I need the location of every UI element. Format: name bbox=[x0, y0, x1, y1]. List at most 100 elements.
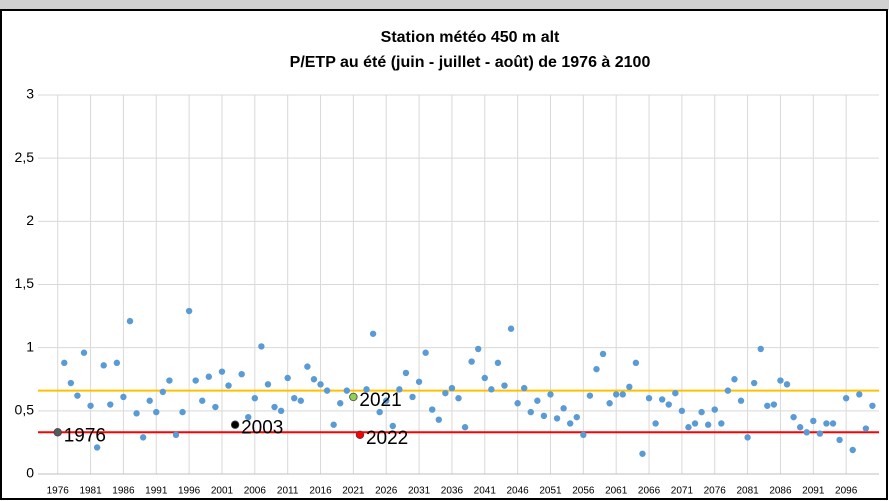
data-point bbox=[461, 424, 469, 431]
data-point bbox=[856, 391, 863, 398]
data-point bbox=[258, 343, 265, 350]
data-point bbox=[369, 330, 377, 337]
y-tick-label: 0,5 bbox=[15, 402, 35, 418]
x-tick-label: 2091 bbox=[802, 486, 825, 497]
x-tick-label: 2061 bbox=[605, 486, 628, 497]
data-point bbox=[606, 400, 613, 407]
data-point bbox=[120, 393, 127, 401]
data-point bbox=[172, 431, 180, 439]
data-point bbox=[61, 359, 68, 367]
x-tick-label: 1991 bbox=[145, 486, 168, 497]
highlight-point bbox=[355, 430, 365, 440]
data-point bbox=[455, 395, 462, 402]
annotation-label: 2022 bbox=[366, 428, 408, 449]
data-point bbox=[553, 415, 561, 422]
y-tick-label: 0 bbox=[26, 465, 34, 481]
data-point bbox=[501, 382, 508, 389]
data-point bbox=[363, 386, 370, 393]
data-point bbox=[783, 381, 791, 388]
data-point bbox=[310, 376, 318, 383]
data-point bbox=[415, 378, 423, 385]
data-point bbox=[284, 374, 291, 382]
data-point bbox=[770, 401, 778, 408]
y-tick-label: 2,5 bbox=[15, 149, 35, 165]
data-point bbox=[790, 413, 797, 421]
data-point bbox=[179, 408, 186, 416]
data-point bbox=[842, 395, 850, 402]
chart-subtitle: P/ETP au été (juin - juillet - août) de … bbox=[290, 54, 651, 71]
data-point bbox=[389, 422, 396, 430]
data-point bbox=[166, 377, 173, 384]
annotation-label: 2021 bbox=[359, 390, 401, 411]
data-point bbox=[744, 434, 751, 441]
data-point bbox=[376, 408, 383, 416]
y-tick-label: 1,5 bbox=[15, 275, 35, 291]
data-point bbox=[678, 407, 686, 415]
data-point bbox=[599, 350, 607, 358]
x-tick-label: 2076 bbox=[704, 486, 727, 497]
data-point bbox=[291, 395, 298, 402]
data-point bbox=[810, 417, 817, 425]
data-point bbox=[448, 384, 456, 392]
data-point bbox=[619, 391, 626, 398]
data-point bbox=[212, 403, 219, 411]
data-point bbox=[133, 410, 140, 417]
data-point bbox=[737, 397, 745, 404]
data-point bbox=[317, 381, 324, 388]
data-point bbox=[534, 397, 541, 404]
data-point bbox=[803, 429, 810, 436]
data-point bbox=[100, 362, 107, 369]
data-point bbox=[383, 397, 390, 404]
data-point bbox=[343, 387, 351, 394]
data-point bbox=[665, 401, 672, 408]
data-point bbox=[639, 450, 646, 457]
x-tick-label: 2006 bbox=[244, 486, 267, 497]
data-point bbox=[580, 431, 587, 439]
data-point bbox=[251, 395, 259, 402]
data-point bbox=[271, 403, 278, 411]
x-tick-label: 1986 bbox=[112, 486, 135, 497]
data-point bbox=[126, 317, 134, 325]
data-point bbox=[704, 421, 712, 428]
x-tick-label: 2016 bbox=[309, 486, 332, 497]
data-point bbox=[685, 424, 692, 431]
data-point bbox=[304, 363, 311, 370]
data-point bbox=[547, 391, 554, 398]
data-point bbox=[107, 401, 114, 408]
chart-title: Station météo 450 m alt bbox=[381, 29, 560, 46]
x-tick-label: 2026 bbox=[375, 486, 398, 497]
x-tick-label: 2081 bbox=[736, 486, 759, 497]
data-point bbox=[829, 420, 837, 427]
data-point bbox=[113, 359, 121, 367]
data-point bbox=[849, 446, 856, 454]
data-point bbox=[218, 368, 226, 375]
header-strip bbox=[0, 0, 889, 10]
data-point bbox=[67, 379, 75, 387]
data-point bbox=[475, 345, 482, 353]
x-tick-label: 2051 bbox=[539, 486, 562, 497]
data-point bbox=[74, 392, 81, 399]
x-tick-label: 2086 bbox=[769, 486, 792, 497]
data-point bbox=[185, 307, 193, 315]
data-point bbox=[698, 408, 705, 416]
data-point bbox=[540, 412, 548, 420]
x-tick-label: 2001 bbox=[211, 486, 234, 497]
data-point bbox=[468, 358, 475, 365]
data-point bbox=[750, 379, 758, 387]
data-point bbox=[435, 416, 442, 423]
data-point bbox=[658, 396, 666, 403]
y-tick-label: 1 bbox=[26, 338, 34, 354]
data-point bbox=[153, 408, 160, 416]
data-point bbox=[337, 400, 344, 407]
chart-frame bbox=[0, 9, 888, 500]
data-point bbox=[507, 325, 515, 332]
data-point bbox=[764, 402, 771, 409]
highlight-point bbox=[53, 428, 62, 437]
data-point bbox=[277, 407, 285, 415]
data-point bbox=[593, 365, 600, 373]
data-point bbox=[245, 413, 252, 421]
annotation-label: 2003 bbox=[241, 418, 283, 439]
data-point bbox=[573, 413, 580, 421]
data-point bbox=[718, 420, 725, 427]
data-point bbox=[724, 387, 732, 394]
